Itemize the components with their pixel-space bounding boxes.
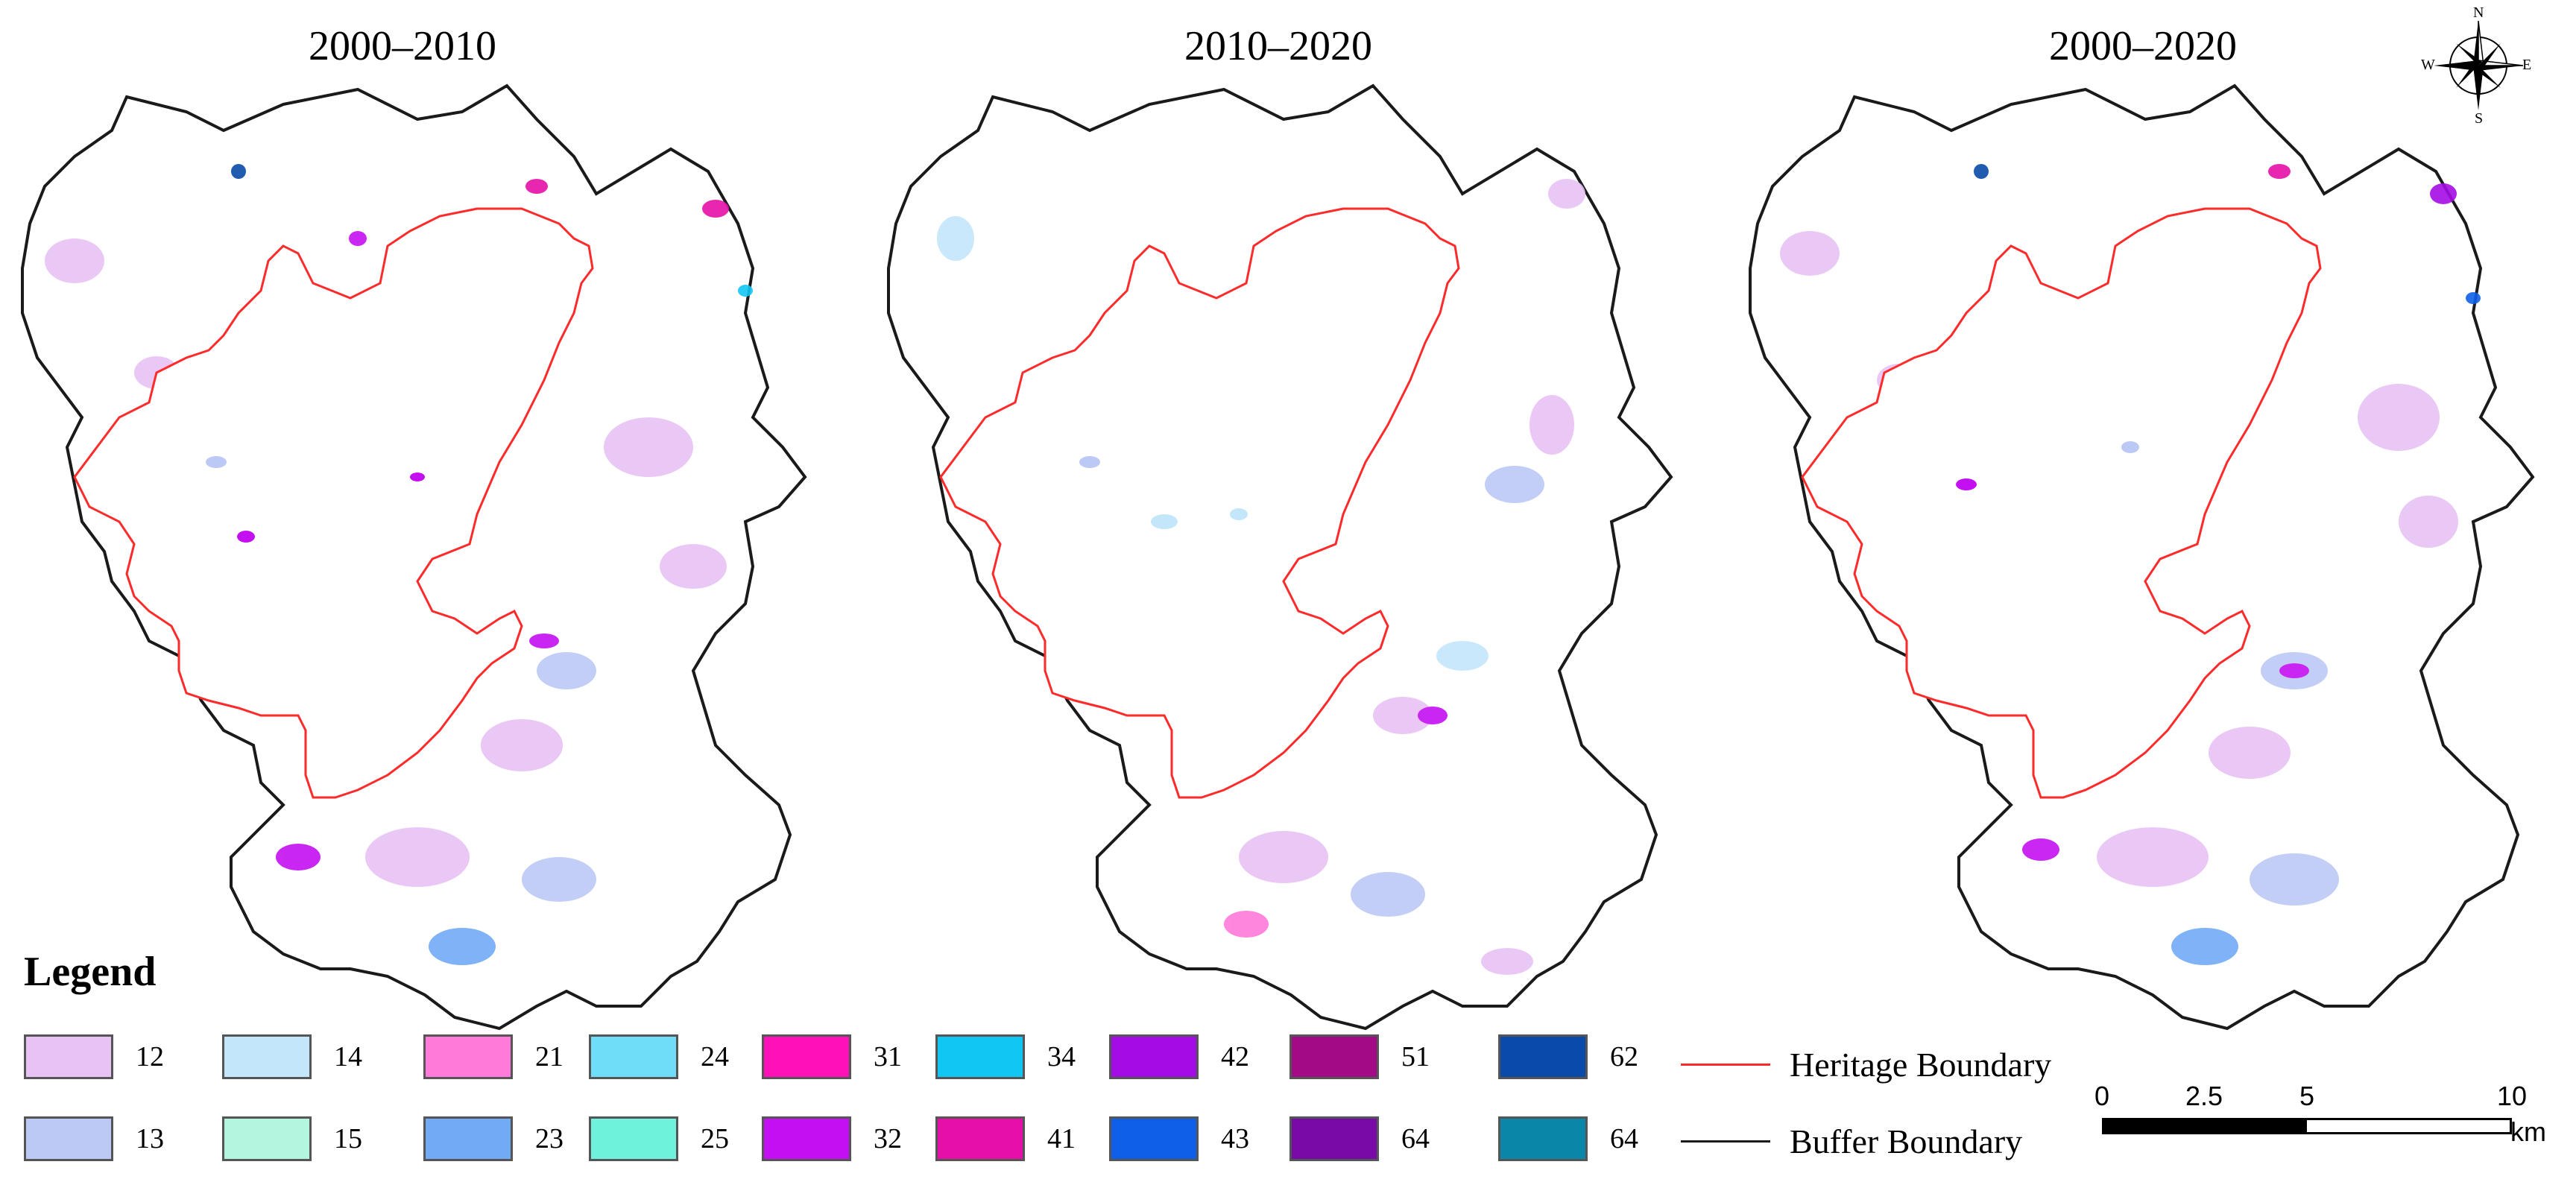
legend-item: 64 (1289, 1116, 1430, 1161)
compass-w: W (2421, 57, 2435, 73)
legend-swatch (222, 1116, 312, 1161)
legend-label: 14 (334, 1041, 362, 1072)
legend-swatch (222, 1034, 312, 1079)
legend-item: 21 (423, 1034, 564, 1079)
legend-label: 13 (136, 1123, 164, 1154)
legend-swatch (423, 1116, 513, 1161)
map-panel-2 (887, 84, 1673, 1030)
map-panel-3 (1749, 84, 2534, 1030)
legend-label: 64 (1401, 1123, 1430, 1154)
scale-tick-0: 0 (2094, 1081, 2110, 1111)
legend-item: 15 (222, 1116, 362, 1161)
legend-swatch (1289, 1116, 1379, 1161)
scale-tick-2: 5 (2299, 1081, 2315, 1111)
legend-swatch (935, 1116, 1025, 1161)
heritage-boundary-key: Heritage Boundary (1681, 1045, 2051, 1084)
compass-rose-icon: N S E W (2421, 4, 2534, 127)
heritage-patches-1 (206, 456, 425, 543)
legend-label: 51 (1401, 1041, 1430, 1072)
legend-swatch (589, 1116, 678, 1161)
scale-bar: 0 2.5 5 10 km (2094, 1081, 2546, 1147)
panel-title-1: 2000–2010 (309, 23, 496, 69)
compass-n: N (2473, 4, 2484, 21)
legend-swatch (762, 1116, 851, 1161)
legend-item: 42 (1109, 1034, 1249, 1079)
scale-unit: km (2510, 1116, 2546, 1147)
buffer-boundary-line (1681, 1140, 1770, 1143)
legend-swatch (24, 1034, 113, 1079)
legend-label: 41 (1047, 1123, 1076, 1154)
heritage-boundary-label: Heritage Boundary (1790, 1046, 2052, 1084)
legend-label: 24 (701, 1041, 729, 1072)
map-panel-1 (21, 84, 806, 1030)
legend-swatch (1109, 1034, 1199, 1079)
legend-item: 24 (589, 1034, 729, 1079)
legend-label: 25 (701, 1123, 729, 1154)
legend-swatch (1498, 1034, 1588, 1079)
buffer-boundary-label: Buffer Boundary (1790, 1122, 2023, 1160)
legend-item: 32 (762, 1116, 902, 1161)
legend-swatch (1498, 1116, 1588, 1161)
scale-tick-1: 2.5 (2185, 1081, 2223, 1111)
legend-item: 41 (935, 1116, 1076, 1161)
panel-title-2: 2010–2020 (1184, 23, 1372, 69)
legend-label: 12 (136, 1041, 164, 1072)
legend-label: 21 (535, 1041, 564, 1072)
legend-label: 23 (535, 1123, 564, 1154)
legend-label: 43 (1221, 1123, 1249, 1154)
panel-title-3: 2000–2020 (2049, 23, 2237, 69)
legend-item: 62 (1498, 1034, 1638, 1079)
legend-item: 12 (24, 1034, 164, 1079)
heritage-patches-2 (1079, 456, 1248, 529)
legend-label: 42 (1221, 1041, 1249, 1072)
heritage-patches-3 (1956, 441, 2139, 490)
legend-title: Legend (24, 949, 157, 995)
legend-swatch (935, 1034, 1025, 1079)
compass-s: S (2475, 110, 2484, 127)
legend-label: 31 (874, 1041, 902, 1072)
legend-swatch (589, 1034, 678, 1079)
legend-item: 25 (589, 1116, 729, 1161)
heritage-boundary-line (1681, 1064, 1770, 1066)
legend-item: 51 (1289, 1034, 1430, 1079)
legend-item: 43 (1109, 1116, 1249, 1161)
legend-item: 13 (24, 1116, 164, 1161)
legend-item: 23 (423, 1116, 564, 1161)
legend-swatch (24, 1116, 113, 1161)
legend-label: 32 (874, 1123, 902, 1154)
legend-swatch (1109, 1116, 1199, 1161)
change-patches-2 (937, 179, 1585, 975)
legend-swatch (762, 1034, 851, 1079)
legend-item: 14 (222, 1034, 362, 1079)
scale-tick-3: 10 (2496, 1081, 2528, 1111)
change-patches-1 (45, 164, 753, 965)
legend-label: 62 (1610, 1041, 1638, 1072)
legend-item: 31 (762, 1034, 902, 1079)
legend-label: 64 (1610, 1123, 1638, 1154)
legend-swatch (423, 1034, 513, 1079)
buffer-boundary-key: Buffer Boundary (1681, 1122, 2022, 1161)
legend-item: 34 (935, 1034, 1076, 1079)
legend-label: 34 (1047, 1041, 1076, 1072)
legend-item: 64 (1498, 1116, 1638, 1161)
legend-swatch (1289, 1034, 1379, 1079)
legend-label: 15 (334, 1123, 362, 1154)
compass-e: E (2522, 57, 2532, 73)
